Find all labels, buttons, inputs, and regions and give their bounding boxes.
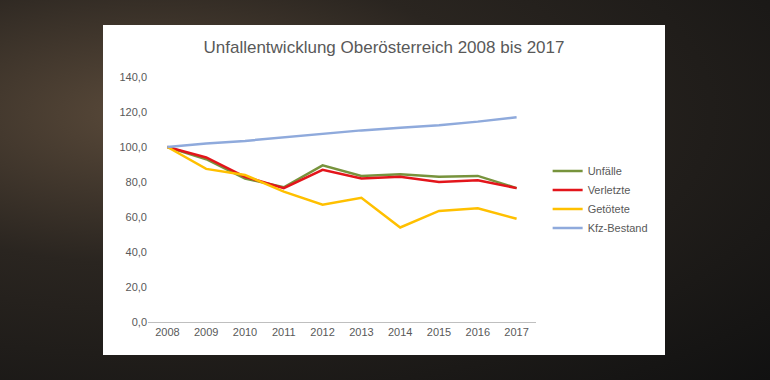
svg-text:0,0: 0,0	[132, 316, 147, 328]
svg-text:2013: 2013	[349, 326, 373, 338]
svg-text:80,0: 80,0	[126, 176, 147, 188]
svg-text:Getötete: Getötete	[588, 203, 630, 215]
svg-text:140,0: 140,0	[119, 71, 147, 83]
svg-text:Unfallentwicklung Oberösterrei: Unfallentwicklung Oberösterreich 2008 bi…	[204, 38, 565, 57]
svg-text:Verletzte: Verletzte	[588, 184, 631, 196]
svg-text:2008: 2008	[155, 326, 179, 338]
svg-text:2016: 2016	[466, 326, 490, 338]
svg-text:2011: 2011	[272, 326, 296, 338]
svg-text:2017: 2017	[504, 326, 528, 338]
svg-text:Unfälle: Unfälle	[588, 165, 622, 177]
svg-text:2012: 2012	[310, 326, 334, 338]
svg-text:60,0: 60,0	[126, 211, 147, 223]
svg-text:100,0: 100,0	[119, 141, 147, 153]
svg-text:120,0: 120,0	[119, 106, 147, 118]
svg-text:40,0: 40,0	[126, 246, 147, 258]
svg-text:2015: 2015	[427, 326, 451, 338]
svg-text:Kfz-Bestand: Kfz-Bestand	[588, 222, 648, 234]
svg-text:2009: 2009	[194, 326, 218, 338]
svg-text:2014: 2014	[388, 326, 412, 338]
svg-text:20,0: 20,0	[126, 281, 147, 293]
svg-text:2010: 2010	[233, 326, 257, 338]
